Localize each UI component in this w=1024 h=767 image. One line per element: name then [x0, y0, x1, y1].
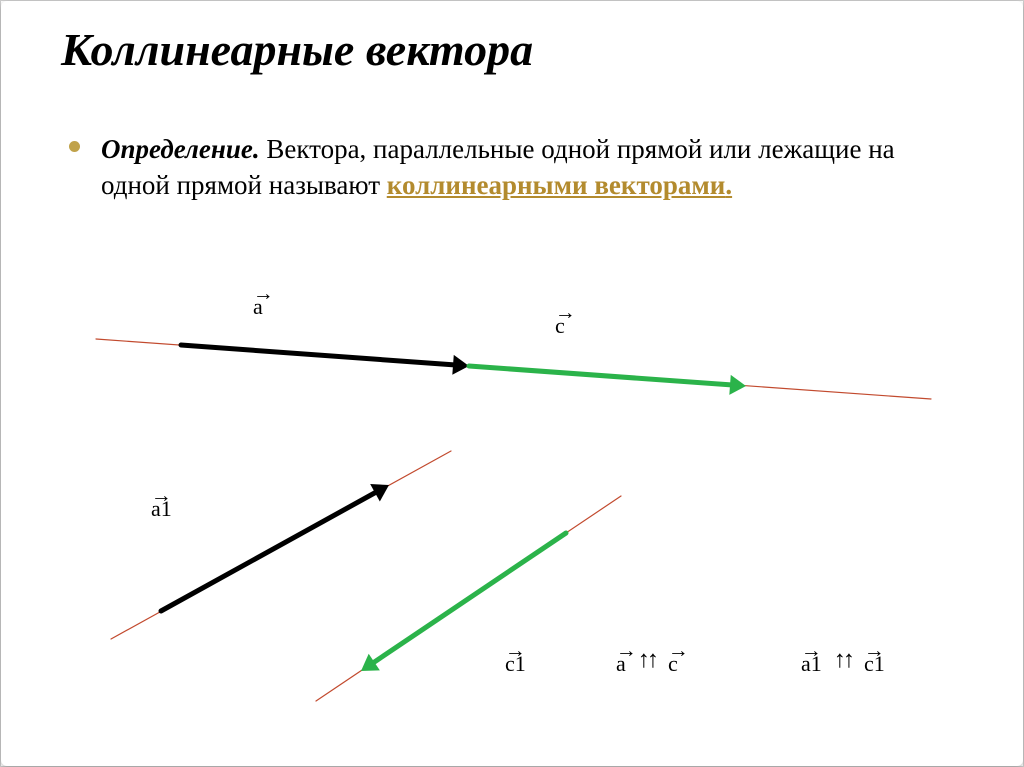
slide-frame: Коллинеарные вектора Определение. Вектор… [0, 0, 1024, 767]
relation-a1-c1: a1 ↑↑ c1 [801, 641, 885, 674]
label-a: a [253, 284, 263, 317]
relation-a-c-right: c [668, 641, 678, 674]
label-c1: c1 [505, 641, 526, 674]
relation-a1-c1-left: a1 [801, 641, 822, 674]
label-a1: a1 [151, 486, 172, 519]
label-c: c [555, 303, 565, 336]
relation-a-c-left: a [616, 641, 626, 674]
codirectional-icon: ↑↑ [834, 646, 852, 674]
relation-a-c: a ↑↑ c [616, 641, 678, 674]
relation-a1-c1-right: c1 [864, 641, 885, 674]
codirectional-icon: ↑↑ [638, 646, 656, 674]
